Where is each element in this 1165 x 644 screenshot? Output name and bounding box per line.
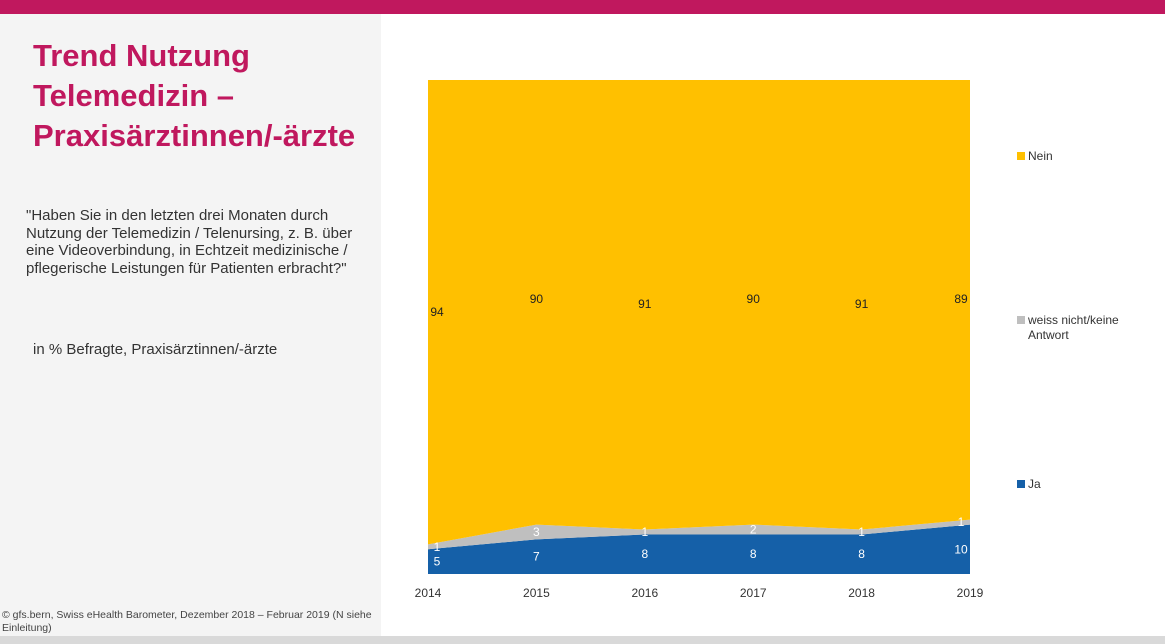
unit-note: in % Befragte, Praxisärztinnen/-ärzte [33,341,278,358]
legend-label: weiss nicht/keine Antwort [1027,313,1119,342]
x-tick-label: 2014 [415,586,442,600]
survey-question: "Haben Sie in den letzten drei Monaten d… [26,207,353,277]
legend-label: Nein [1028,149,1053,163]
data-label: 8 [750,547,757,561]
legend-swatch [1017,316,1025,324]
bottom-bar [0,636,1165,644]
left-panel [0,14,381,636]
data-label: 89 [954,292,968,306]
data-label: 1 [958,515,965,529]
legend-swatch [1017,480,1025,488]
top-accent-bar [0,0,1165,14]
x-tick-label: 2016 [631,586,658,600]
page-title: Trend Nutzung Telemedizin – Praxisärztin… [33,38,356,153]
data-label: 2 [750,523,757,537]
data-label: 7 [533,550,540,564]
data-label: 94 [430,305,444,319]
legend-swatch [1017,152,1025,160]
data-label: 1 [434,540,441,554]
source-note: © gfs.bern, Swiss eHealth Barometer, Dez… [2,609,372,634]
area-ja [428,524,970,574]
x-tick-label: 2018 [848,586,875,600]
data-label: 8 [858,547,865,561]
data-label: 90 [530,292,544,306]
area-weiss-nicht-keine-antwort [428,519,970,550]
data-label: 10 [954,542,968,556]
area-nein [428,80,970,545]
x-tick-label: 2019 [957,586,984,600]
x-tick-label: 2015 [523,586,550,600]
data-label: 90 [747,292,761,306]
data-label: 3 [533,525,540,539]
data-label: 1 [858,525,865,539]
data-label: 8 [641,547,648,561]
data-label: 91 [638,297,652,311]
legend-label: Ja [1028,477,1041,491]
data-label: 1 [641,525,648,539]
data-label: 91 [855,297,869,311]
x-tick-label: 2017 [740,586,767,600]
data-label: 5 [434,555,441,569]
